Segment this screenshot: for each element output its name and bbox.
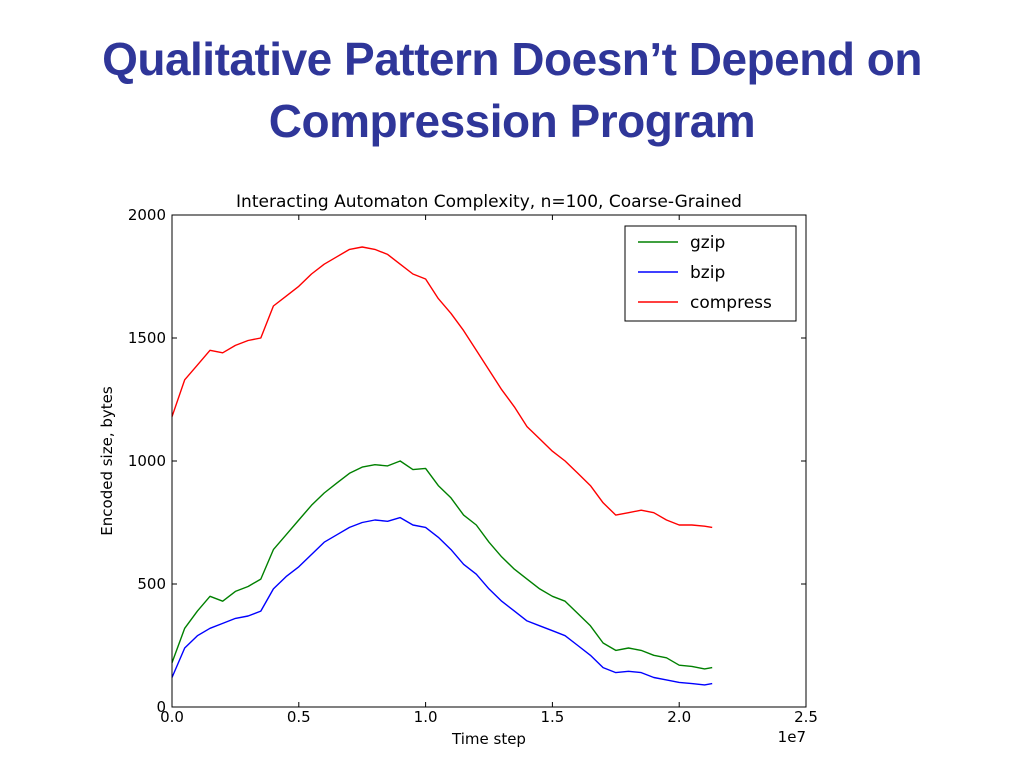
series-layer xyxy=(171,246,713,686)
y-tick-label: 1000 xyxy=(128,452,166,470)
y-tick-label: 2000 xyxy=(128,206,166,224)
x-tick-label: 2.0 xyxy=(667,708,691,726)
slide-title-line-1: Qualitative Pattern Doesn’t Depend on xyxy=(102,33,922,85)
y-axis-label: Encoded size, bytes xyxy=(98,386,116,536)
y-tick-label: 0 xyxy=(156,698,166,716)
legend-label-gzip: gzip xyxy=(690,233,725,253)
x-tick-label: 2.5 xyxy=(794,708,818,726)
series-line-compress xyxy=(171,246,713,529)
legend-label-bzip: bzip xyxy=(690,263,725,283)
y-tick-label: 500 xyxy=(137,575,166,593)
x-tick-label: 0.5 xyxy=(287,708,311,726)
series-line-bzip xyxy=(171,516,713,686)
x-axis-label: Time step xyxy=(451,730,526,748)
legend: gzip bzip compress xyxy=(624,225,797,322)
x-tick-label: 0.0 xyxy=(160,708,184,726)
axis-layer: 0.0 0.5 1.0 1.5 2.0 2.5 0 500 1000 1500 2000 xyxy=(128,206,818,726)
series-line-gzip xyxy=(171,460,713,670)
legend-label-compress: compress xyxy=(690,293,772,313)
y-tick-label: 1500 xyxy=(128,329,166,347)
slide-title: Qualitative Pattern Doesn’t Depend on Co… xyxy=(0,28,1024,152)
x-axis-offset-label: 1e7 xyxy=(778,728,806,746)
chart-title: Interacting Automaton Complexity, n=100,… xyxy=(236,192,742,212)
slide-title-line-2: Compression Program xyxy=(268,95,756,147)
x-tick-label: 1.5 xyxy=(540,708,564,726)
x-tick-label: 1.0 xyxy=(414,708,438,726)
